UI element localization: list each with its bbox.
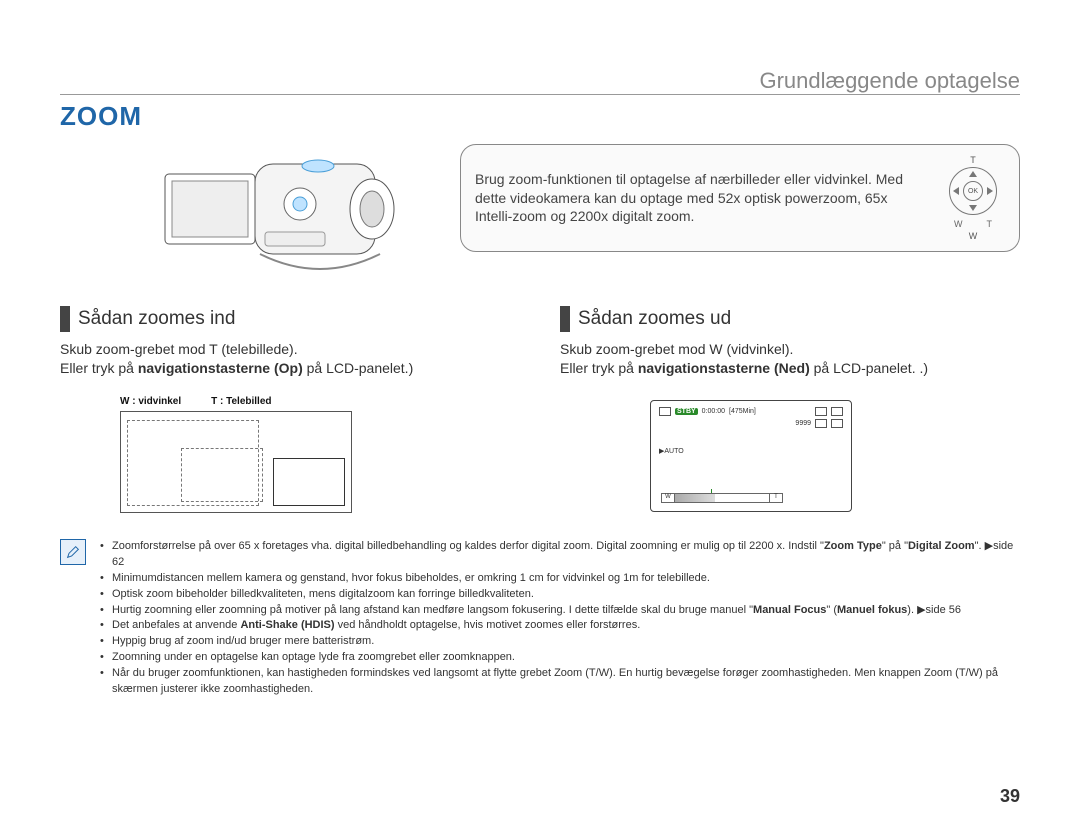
lcd-count: 9999 [795,420,811,427]
heading-bar-icon [60,306,70,332]
zoom-in-heading-text: Sådan zoomes ind [78,308,235,330]
section-label: Grundlæggende optagelse [60,68,1020,94]
zoom-out-line1: Skub zoom-grebet mod W (vidvinkel). [560,341,793,357]
arrow-left-icon [953,187,959,195]
heading-bar-icon [560,306,570,332]
top-row: Brug zoom-funktionen til optagelse af næ… [60,144,1020,284]
photo-icon [815,419,827,428]
arrow-down-icon [969,205,977,211]
zoom-frames-icon [120,411,352,513]
arrow-up-icon [969,171,977,177]
card-icon [815,407,827,416]
zoom-out-line2c: på LCD-panelet. .) [810,360,928,376]
manual-page: Grundlæggende optagelse ZOOM Brug zoom-f… [0,0,1080,827]
ok-button-icon: OK [963,181,983,201]
note-item: Minimumdistancen mellem kamera og gensta… [98,571,1020,587]
columns: Sådan zoomes ind Skub zoom-grebet mod T … [60,302,1020,513]
zoom-bar: W T [661,493,783,503]
zoom-in-line2c: på LCD-panelet.) [303,360,414,376]
dpad-w-bottom: W [969,231,978,241]
dpad-icon: OK [949,167,997,215]
zoom-in-line1: Skub zoom-grebet mod T (telebillede). [60,341,298,357]
zoom-out-heading: Sådan zoomes ud [560,306,1020,332]
info-panel: Brug zoom-funktionen til optagelse af næ… [460,144,1020,252]
note-icon [60,539,86,565]
lcd-preview: STBY 0:00:00 [475Min] 9999 ▶AUTO W T [650,400,852,512]
zoom-bar-w: W [662,494,675,502]
note-item: Zoomforstørrelse på over 65 x foretages … [98,539,1020,571]
zoom-out-nav-bold: navigationstasterne (Ned) [638,360,810,376]
note-item: Det anbefales at anvende Anti-Shake (HDI… [98,618,1020,634]
zoom-bar-t: T [769,494,782,502]
w-label: W : vidvinkel [120,396,181,407]
lcd-auto: ▶AUTO [659,447,684,455]
zoom-in-body: Skub zoom-grebet mod T (telebillede). El… [60,340,520,378]
stby-badge: STBY [675,408,698,415]
notes-list: Zoomforstørrelse på over 65 x foretages … [98,539,1020,698]
dpad-t-label2: T [987,219,993,229]
lcd-remaining: [475Min] [729,408,756,415]
note-item: Hyppig brug af zoom ind/ud bruger mere b… [98,634,1020,650]
camcorder-illustration [160,144,420,284]
zoom-in-heading: Sådan zoomes ind [60,306,520,332]
note-item: Når du bruger zoomfunktionen, kan hastig… [98,666,1020,698]
notes-section: Zoomforstørrelse på over 65 x foretages … [60,539,1020,698]
zoom-in-nav-bold: navigationstasterne (Op) [138,360,303,376]
mode-icon [831,419,843,428]
col-right: Sådan zoomes ud Skub zoom-grebet mod W (… [560,302,1020,513]
zoom-out-line2a: Eller tryk på [560,360,638,376]
zoom-out-body: Skub zoom-grebet mod W (vidvinkel). Elle… [560,340,1020,378]
page-number: 39 [1000,786,1020,807]
dpad-t-label: T [970,155,976,165]
zoom-in-line2a: Eller tryk på [60,360,138,376]
zoom-out-heading-text: Sådan zoomes ud [578,308,731,330]
divider [60,94,1020,95]
info-text: Brug zoom-funktionen til optagelse af næ… [475,170,927,227]
dpad-w-label: W [954,219,963,229]
note-item: Hurtig zoomning eller zoomning på motive… [98,603,1020,619]
note-item: Zoomning under en optagelse kan optage l… [98,650,1020,666]
dpad-diagram: T OK W T W [941,155,1005,241]
col-left: Sådan zoomes ind Skub zoom-grebet mod T … [60,302,520,513]
battery-icon [831,407,843,416]
zoom-in-illustration: W : vidvinkel T : Telebilled [120,396,520,513]
sd-icon [659,407,671,416]
page-title: ZOOM [60,101,1020,132]
t-label: T : Telebilled [211,396,271,407]
arrow-right-icon [987,187,993,195]
note-item: Optisk zoom bibeholder billedkvaliteten,… [98,587,1020,603]
lcd-time: 0:00:00 [702,408,725,415]
